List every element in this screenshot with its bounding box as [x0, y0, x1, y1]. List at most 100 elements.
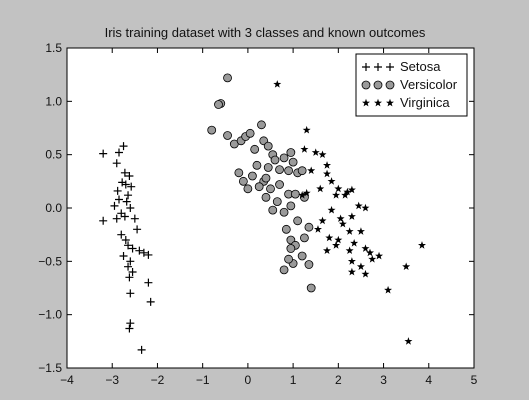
versicolor-point — [243, 184, 253, 194]
y-tick-label: 0.5 — [45, 148, 62, 162]
x-tick-label: −1 — [196, 373, 210, 387]
versicolor-point — [275, 165, 284, 175]
versicolor-point — [279, 207, 289, 217]
x-tick-label: 2 — [335, 373, 342, 387]
setosa-point — [126, 289, 135, 298]
versicolor-point — [284, 166, 293, 176]
setosa-point — [115, 148, 124, 157]
setosa-point — [113, 186, 122, 195]
legend-label-setosa: Setosa — [400, 59, 441, 74]
setosa-point — [124, 241, 133, 250]
virginica-point — [361, 269, 370, 278]
setosa-point — [120, 168, 129, 177]
virginica-point — [334, 184, 343, 193]
versicolor-point — [272, 197, 282, 207]
virginica-point — [356, 227, 365, 235]
virginica-point — [298, 191, 307, 199]
legend-marker-virginica — [374, 98, 382, 107]
versicolor-point — [245, 128, 255, 138]
virginica-point — [302, 125, 311, 134]
versicolor-point — [248, 171, 257, 181]
setosa-point — [144, 278, 153, 287]
virginica-point — [318, 150, 327, 159]
virginica-point — [347, 185, 356, 194]
legend-marker-versicolor — [361, 80, 371, 90]
y-tick-label: 1.5 — [45, 41, 62, 55]
setosa-point — [124, 191, 133, 200]
x-tick-label: 0 — [245, 373, 252, 387]
setosa-point — [99, 216, 108, 225]
versicolor-point — [261, 192, 271, 202]
legend: Setosa Versicolor Virginica — [355, 53, 468, 117]
versicolor-point — [304, 222, 314, 232]
chart-title: Iris training dataset with 3 classes and… — [105, 25, 426, 40]
versicolor-point — [297, 251, 307, 261]
setosa-point — [120, 212, 129, 221]
virginica-point — [302, 188, 311, 197]
virginica-point — [323, 161, 332, 169]
setosa-point — [112, 159, 121, 168]
y-tick-label: 0.0 — [45, 201, 62, 215]
legend-marker-setosa — [374, 63, 382, 71]
versicolor-point — [284, 254, 293, 264]
setosa-point — [137, 345, 146, 354]
virginica-point — [343, 187, 352, 196]
legend-marker-versicolor — [385, 80, 395, 90]
virginica-point — [361, 244, 370, 252]
virginica-point — [273, 80, 282, 88]
y-tick-label: −0.5 — [38, 254, 62, 268]
setosa-point — [112, 214, 121, 223]
setosa-point — [110, 201, 119, 210]
legend-label-versicolor: Versicolor — [400, 77, 458, 92]
virginica-point — [375, 251, 384, 260]
legend-marker-setosa — [386, 63, 394, 71]
versicolor-point — [207, 125, 217, 135]
virginica-point — [347, 212, 356, 220]
setosa-point — [125, 273, 134, 282]
versicolor-point — [266, 184, 275, 194]
virginica-point — [384, 285, 393, 294]
setosa-point — [119, 142, 128, 151]
setosa-point — [121, 180, 130, 189]
x-tick-label: 3 — [380, 373, 387, 387]
versicolor-point — [254, 182, 264, 192]
versicolor-point — [286, 201, 296, 211]
versicolor-point — [268, 205, 278, 215]
virginica-point — [327, 177, 336, 185]
versicolor-point — [238, 176, 248, 186]
setosa-point — [124, 262, 133, 271]
virginica-point — [313, 225, 322, 233]
x-tick-label: −2 — [151, 373, 165, 387]
legend-marker-virginica — [362, 98, 370, 107]
virginica-point — [365, 248, 374, 257]
setosa-point — [119, 252, 128, 260]
virginica-point — [402, 262, 411, 271]
virginica-point — [347, 257, 356, 265]
virginica-point — [336, 214, 345, 223]
virginica-point — [332, 241, 341, 249]
legend-markers — [361, 63, 395, 107]
virginica-point — [350, 239, 359, 247]
versicolor-point — [297, 166, 307, 176]
versicolor-point — [300, 233, 309, 243]
virginica-point — [404, 337, 413, 345]
versicolor-point — [270, 155, 280, 165]
virginica-point — [311, 148, 320, 156]
setosa-point — [130, 214, 139, 223]
virginica-point — [345, 227, 354, 235]
virginica-point — [338, 219, 347, 228]
setosa-point — [126, 257, 135, 266]
versicolor-point — [257, 120, 266, 130]
virginica-point — [345, 246, 354, 255]
y-tick-label: −1.5 — [38, 361, 62, 375]
axis-ticks: −4 −3 −2 −1 0 1 2 3 4 5 −1.5 −1.0 −0.5 0.0 0.5 1.0 1.5 — [38, 41, 477, 387]
virginica-point — [361, 203, 370, 212]
versicolor-point — [275, 180, 284, 189]
legend-marker-setosa — [362, 63, 370, 71]
y-tick-label: −1.0 — [38, 308, 62, 322]
virginica-point — [323, 246, 332, 255]
virginica-point — [318, 216, 327, 225]
legend-marker-versicolor — [373, 80, 383, 90]
setosa-point — [122, 197, 131, 206]
setosa-point — [121, 236, 130, 244]
